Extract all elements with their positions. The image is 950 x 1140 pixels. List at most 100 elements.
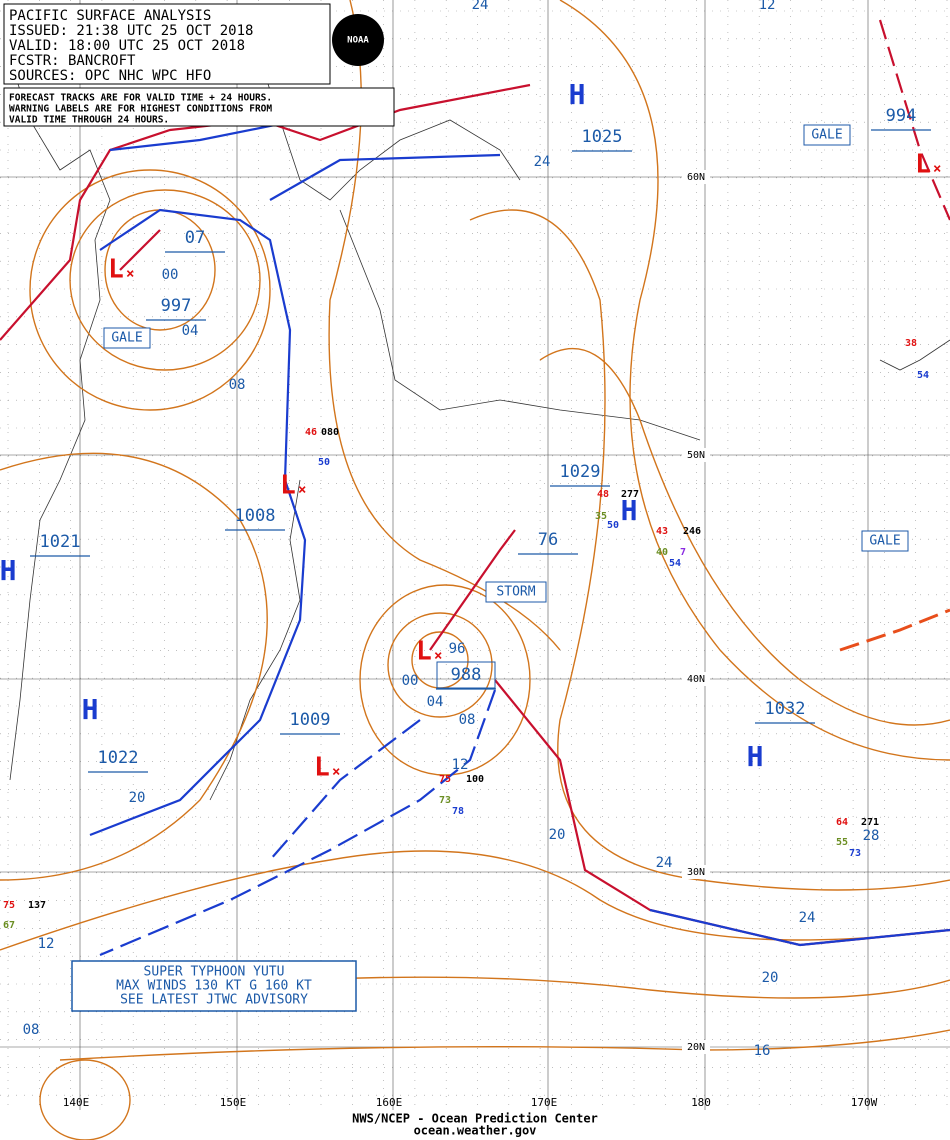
isobar-label: 20 [549, 827, 566, 843]
trough [269, 719, 421, 861]
track [429, 529, 516, 651]
footer-line: ocean.weather.gov [414, 1124, 537, 1138]
isobar [359, 584, 531, 776]
track [119, 229, 161, 271]
coast [259, 59, 521, 201]
cold-front [649, 908, 950, 947]
isobar [29, 169, 271, 411]
pressure-label: 07 [185, 228, 205, 248]
isobar-label: 04 [182, 323, 199, 339]
longitude-label: 180 [691, 1096, 711, 1109]
station-value: 64 [836, 817, 848, 828]
station-value: 67 [3, 920, 15, 931]
station-value: 50 [607, 520, 619, 531]
coast [339, 209, 701, 441]
typhoon-line: SUPER TYPHOON YUTU [144, 965, 285, 980]
isobar-label: 12 [759, 0, 776, 13]
low-cross: × [332, 764, 340, 780]
cold-front [109, 118, 301, 152]
station-value: 50 [318, 457, 330, 468]
isobar [39, 1059, 131, 1140]
low-cross: × [434, 648, 442, 664]
note-box [3, 87, 395, 127]
isobar [0, 850, 950, 951]
isobar-label: 24 [799, 910, 816, 926]
note-line: VALID TIME THROUGH 24 HOURS. [9, 115, 169, 126]
longitude-label: 160E [376, 1096, 403, 1109]
footer-line: NWS/NCEP - Ocean Prediction Center [352, 1112, 598, 1126]
pressure-label: 76 [538, 530, 558, 550]
warning-box [103, 327, 151, 349]
isobar-label: 08 [229, 377, 246, 393]
station-value: 46 [305, 427, 317, 438]
warning-label: GALE [869, 534, 900, 549]
isobar-label: 24 [534, 154, 551, 170]
label-bg [682, 865, 710, 879]
warning-box [485, 581, 547, 603]
station-value: 080 [321, 427, 339, 438]
pressure-label: 988 [451, 665, 482, 685]
station-value: 54 [917, 370, 929, 381]
header-line: FCSTR: BANCROFT [9, 53, 136, 69]
typhoon-line: SEE LATEST JTWC ADVISORY [120, 993, 308, 1008]
isobar-label: 00 [162, 267, 179, 283]
isobar-label: 20 [129, 790, 146, 806]
station-value: 35 [595, 511, 607, 522]
isobar-label: 24 [656, 855, 673, 871]
label-bg [682, 170, 710, 184]
station-value: 100 [466, 774, 484, 785]
isobar [0, 452, 268, 881]
low-cross: × [126, 266, 134, 282]
isobar-label: 16 [754, 1043, 771, 1059]
isobar-label: 24 [472, 0, 489, 13]
latitude-label: 20N [687, 1042, 705, 1053]
pressure-label: 1025 [582, 127, 623, 147]
coast [9, 59, 111, 781]
latitude-label: 60N [687, 172, 705, 183]
label-bg [682, 672, 710, 686]
pressure-label: 1009 [290, 710, 331, 730]
latitude-label: 30N [687, 867, 705, 878]
header-line: PACIFIC SURFACE ANALYSIS [9, 8, 211, 24]
pressure-label: 1022 [98, 748, 139, 768]
isobar-label: 20 [762, 970, 779, 986]
isobar [59, 1029, 950, 1061]
low-center: L [280, 471, 296, 501]
isobar-label: 00 [402, 673, 419, 689]
high-center: H [82, 693, 99, 726]
low-cross: × [933, 161, 941, 177]
longitude-label: 170E [531, 1096, 558, 1109]
low-center: L [416, 637, 432, 667]
note-line: FORECAST TRACKS ARE FOR VALID TIME + 24 … [9, 93, 272, 104]
trough [878, 19, 950, 221]
longitude-label: 150E [220, 1096, 247, 1109]
high-center: H [747, 740, 764, 773]
pressure-label: 997 [161, 296, 192, 316]
label-bg [682, 1040, 710, 1054]
coast [209, 479, 301, 801]
typhoon-line: MAX WINDS 130 KT G 160 KT [116, 979, 312, 994]
pressure-label: 1008 [235, 506, 276, 526]
note-line: WARNING LABELS ARE FOR HIGHEST CONDITION… [9, 104, 272, 115]
longitude-label: 140E [63, 1096, 90, 1109]
station-value: 246 [683, 526, 701, 537]
latitude-label: 40N [687, 674, 705, 685]
station-value: 55 [836, 837, 848, 848]
label-bg [682, 448, 710, 462]
warning-label: GALE [811, 128, 842, 143]
station-value: 54 [669, 558, 681, 569]
header-box [3, 3, 331, 85]
low-center: L [108, 255, 124, 285]
coastlines [9, 59, 950, 801]
warning-box [803, 124, 851, 146]
stationary-front [269, 153, 501, 201]
isobar-label: 12 [452, 757, 469, 773]
isobar-label: 08 [459, 712, 476, 728]
header-line: SOURCES: OPC NHC WPC HFO [9, 68, 211, 84]
warning-label: GALE [111, 331, 142, 346]
station-value: 73 [439, 795, 451, 806]
fronts [0, 19, 950, 957]
noaa-logo [332, 14, 384, 66]
trough [839, 608, 950, 652]
